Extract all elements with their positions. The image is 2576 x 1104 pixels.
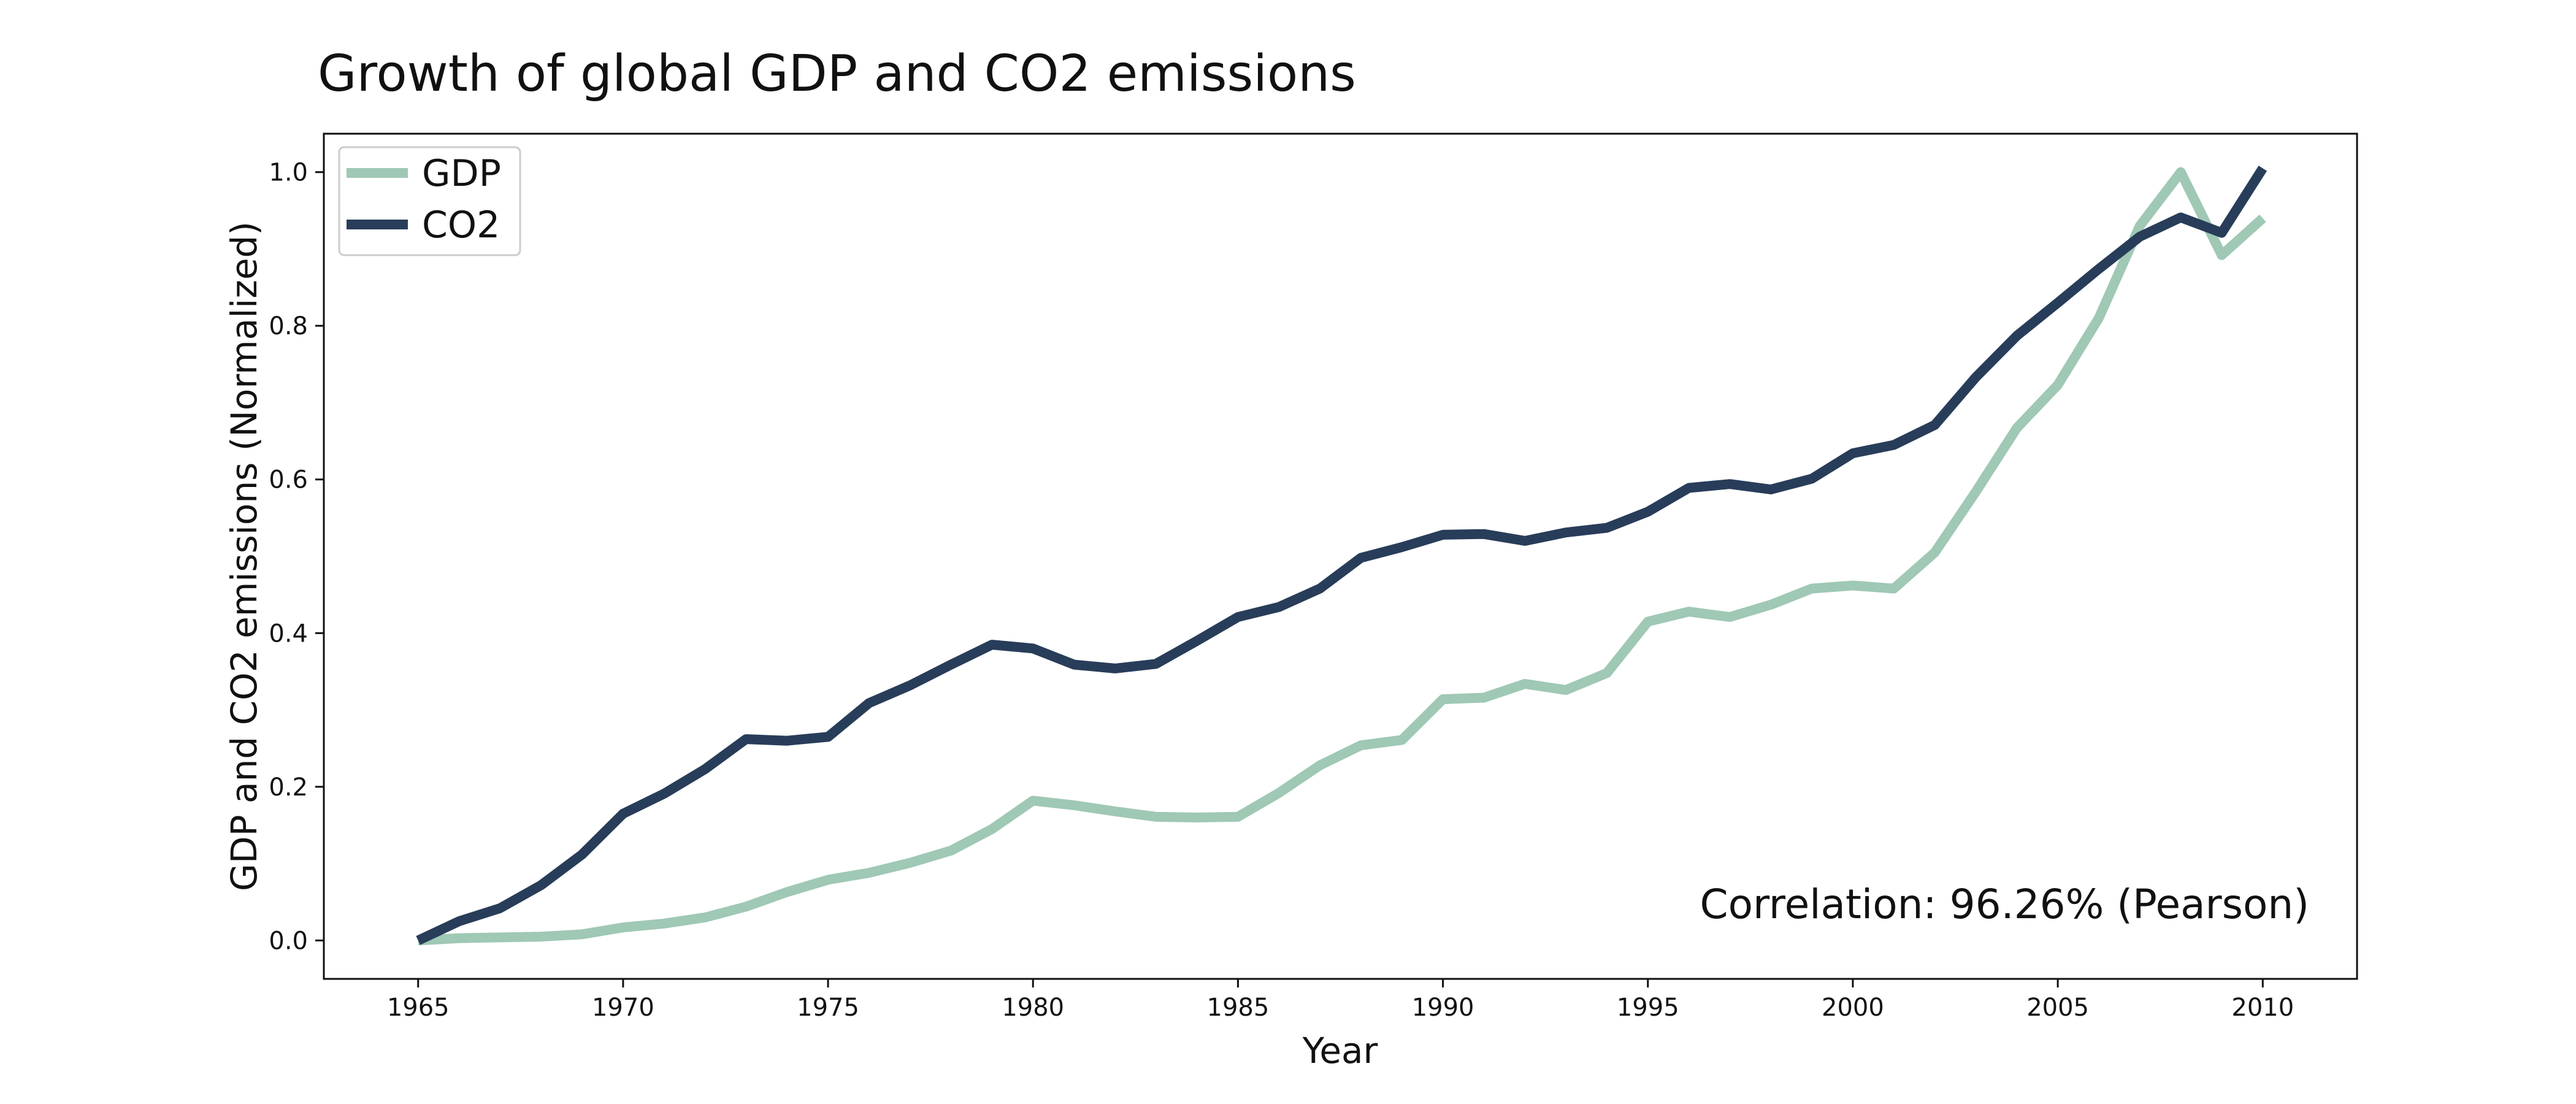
x-tick-label: 1980 — [1002, 994, 1064, 1022]
x-tick-label: 2005 — [2026, 994, 2089, 1022]
legend-label-co2: CO2 — [422, 204, 500, 247]
y-tick-label: 0.0 — [269, 927, 308, 955]
x-tick-label: 1970 — [592, 994, 654, 1022]
x-tick-label: 1965 — [387, 994, 450, 1022]
plot-frame — [323, 132, 2358, 980]
chart-title: Growth of global GDP and CO2 emissions — [318, 45, 1356, 103]
x-tick-label: 1985 — [1207, 994, 1270, 1022]
y-tick-label: 0.8 — [269, 312, 308, 340]
series-line-gdp — [418, 167, 2266, 946]
x-tick-label: 1995 — [1617, 994, 1679, 1022]
y-tick-label: 0.2 — [269, 773, 308, 802]
x-tick-label: 1990 — [1412, 994, 1474, 1022]
correlation-annotation: Correlation: 96.26% (Pearson) — [1700, 881, 2309, 928]
y-tick-label: 1.0 — [269, 159, 308, 187]
y-axis-title: GDP and CO2 emissions (Normalized) — [223, 221, 265, 891]
y-tick-label: 0.4 — [269, 619, 308, 648]
series-line-co2 — [416, 166, 2267, 945]
x-tick-label: 2000 — [1822, 994, 1884, 1022]
x-tick-label: 1975 — [797, 994, 859, 1022]
x-axis: 1965 1970 1975 1980 1985 1990 1995 2000 2005 2010 — [387, 979, 2294, 1022]
y-tick-label: 0.6 — [269, 466, 308, 494]
legend: GDP CO2 — [338, 146, 521, 256]
legend-label-gdp: GDP — [422, 152, 501, 195]
y-axis: 0.0 0.2 0.4 0.6 0.8 1.0 — [269, 159, 324, 955]
x-axis-title: Year — [1302, 1030, 1378, 1071]
x-tick-label: 2010 — [2231, 994, 2294, 1022]
series-layer — [416, 166, 2267, 946]
